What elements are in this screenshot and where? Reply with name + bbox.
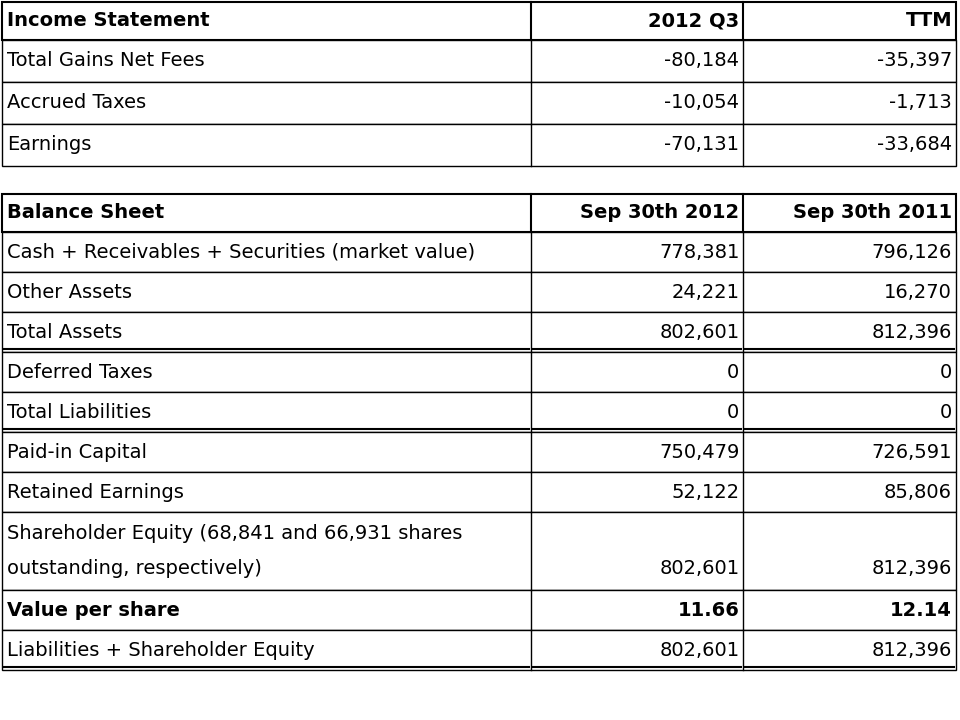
Bar — [2, 512, 956, 590]
Text: 802,601: 802,601 — [660, 641, 739, 660]
Text: 11.66: 11.66 — [678, 600, 739, 619]
Text: Sep 30th 2011: Sep 30th 2011 — [793, 204, 952, 222]
Text: outstanding, respectively): outstanding, respectively) — [7, 559, 262, 577]
Bar — [2, 432, 956, 472]
Text: Total Assets: Total Assets — [7, 323, 122, 341]
Text: -80,184: -80,184 — [664, 52, 739, 71]
Text: Total Gains Net Fees: Total Gains Net Fees — [7, 52, 204, 71]
Text: Earnings: Earnings — [7, 135, 91, 155]
Text: -35,397: -35,397 — [876, 52, 952, 71]
Text: 796,126: 796,126 — [872, 243, 952, 261]
Text: 812,396: 812,396 — [872, 323, 952, 341]
Text: -1,713: -1,713 — [889, 94, 952, 112]
Text: Cash + Receivables + Securities (market value): Cash + Receivables + Securities (market … — [7, 243, 475, 261]
Text: 16,270: 16,270 — [884, 282, 952, 302]
Bar — [2, 40, 956, 82]
Text: 802,601: 802,601 — [660, 323, 739, 341]
Text: 85,806: 85,806 — [884, 482, 952, 502]
Text: 812,396: 812,396 — [872, 641, 952, 660]
Text: Sep 30th 2012: Sep 30th 2012 — [580, 204, 739, 222]
Text: Retained Earnings: Retained Earnings — [7, 482, 184, 502]
Text: Deferred Taxes: Deferred Taxes — [7, 362, 153, 382]
Bar — [2, 272, 956, 312]
Bar — [2, 82, 956, 124]
Bar — [2, 232, 956, 272]
Text: 12.14: 12.14 — [890, 600, 952, 619]
Text: Other Assets: Other Assets — [7, 282, 132, 302]
Bar — [2, 392, 956, 432]
Text: 750,479: 750,479 — [659, 443, 739, 462]
Bar — [2, 590, 956, 630]
Text: 24,221: 24,221 — [671, 282, 739, 302]
Text: Shareholder Equity (68,841 and 66,931 shares: Shareholder Equity (68,841 and 66,931 sh… — [7, 524, 463, 544]
Text: 0: 0 — [940, 402, 952, 421]
Text: 726,591: 726,591 — [872, 443, 952, 462]
Bar — [2, 312, 956, 352]
Text: 812,396: 812,396 — [872, 559, 952, 577]
Text: 0: 0 — [727, 362, 739, 382]
Text: 802,601: 802,601 — [660, 559, 739, 577]
Text: Value per share: Value per share — [7, 600, 180, 619]
Text: 52,122: 52,122 — [671, 482, 739, 502]
Bar — [2, 124, 956, 166]
Text: Balance Sheet: Balance Sheet — [7, 204, 164, 222]
Bar — [2, 352, 956, 392]
Bar — [2, 2, 956, 40]
Bar — [2, 472, 956, 512]
Text: 0: 0 — [727, 402, 739, 421]
Text: Accrued Taxes: Accrued Taxes — [7, 94, 146, 112]
Text: 2012 Q3: 2012 Q3 — [648, 12, 739, 30]
Text: Paid-in Capital: Paid-in Capital — [7, 443, 147, 462]
Text: -70,131: -70,131 — [664, 135, 739, 155]
Text: 778,381: 778,381 — [659, 243, 739, 261]
Text: Income Statement: Income Statement — [7, 12, 209, 30]
Text: -33,684: -33,684 — [876, 135, 952, 155]
Text: Total Liabilities: Total Liabilities — [7, 402, 152, 421]
Text: -10,054: -10,054 — [664, 94, 739, 112]
Text: TTM: TTM — [905, 12, 952, 30]
Bar — [2, 630, 956, 670]
Text: Liabilities + Shareholder Equity: Liabilities + Shareholder Equity — [7, 641, 315, 660]
Text: 0: 0 — [940, 362, 952, 382]
Bar — [2, 194, 956, 232]
